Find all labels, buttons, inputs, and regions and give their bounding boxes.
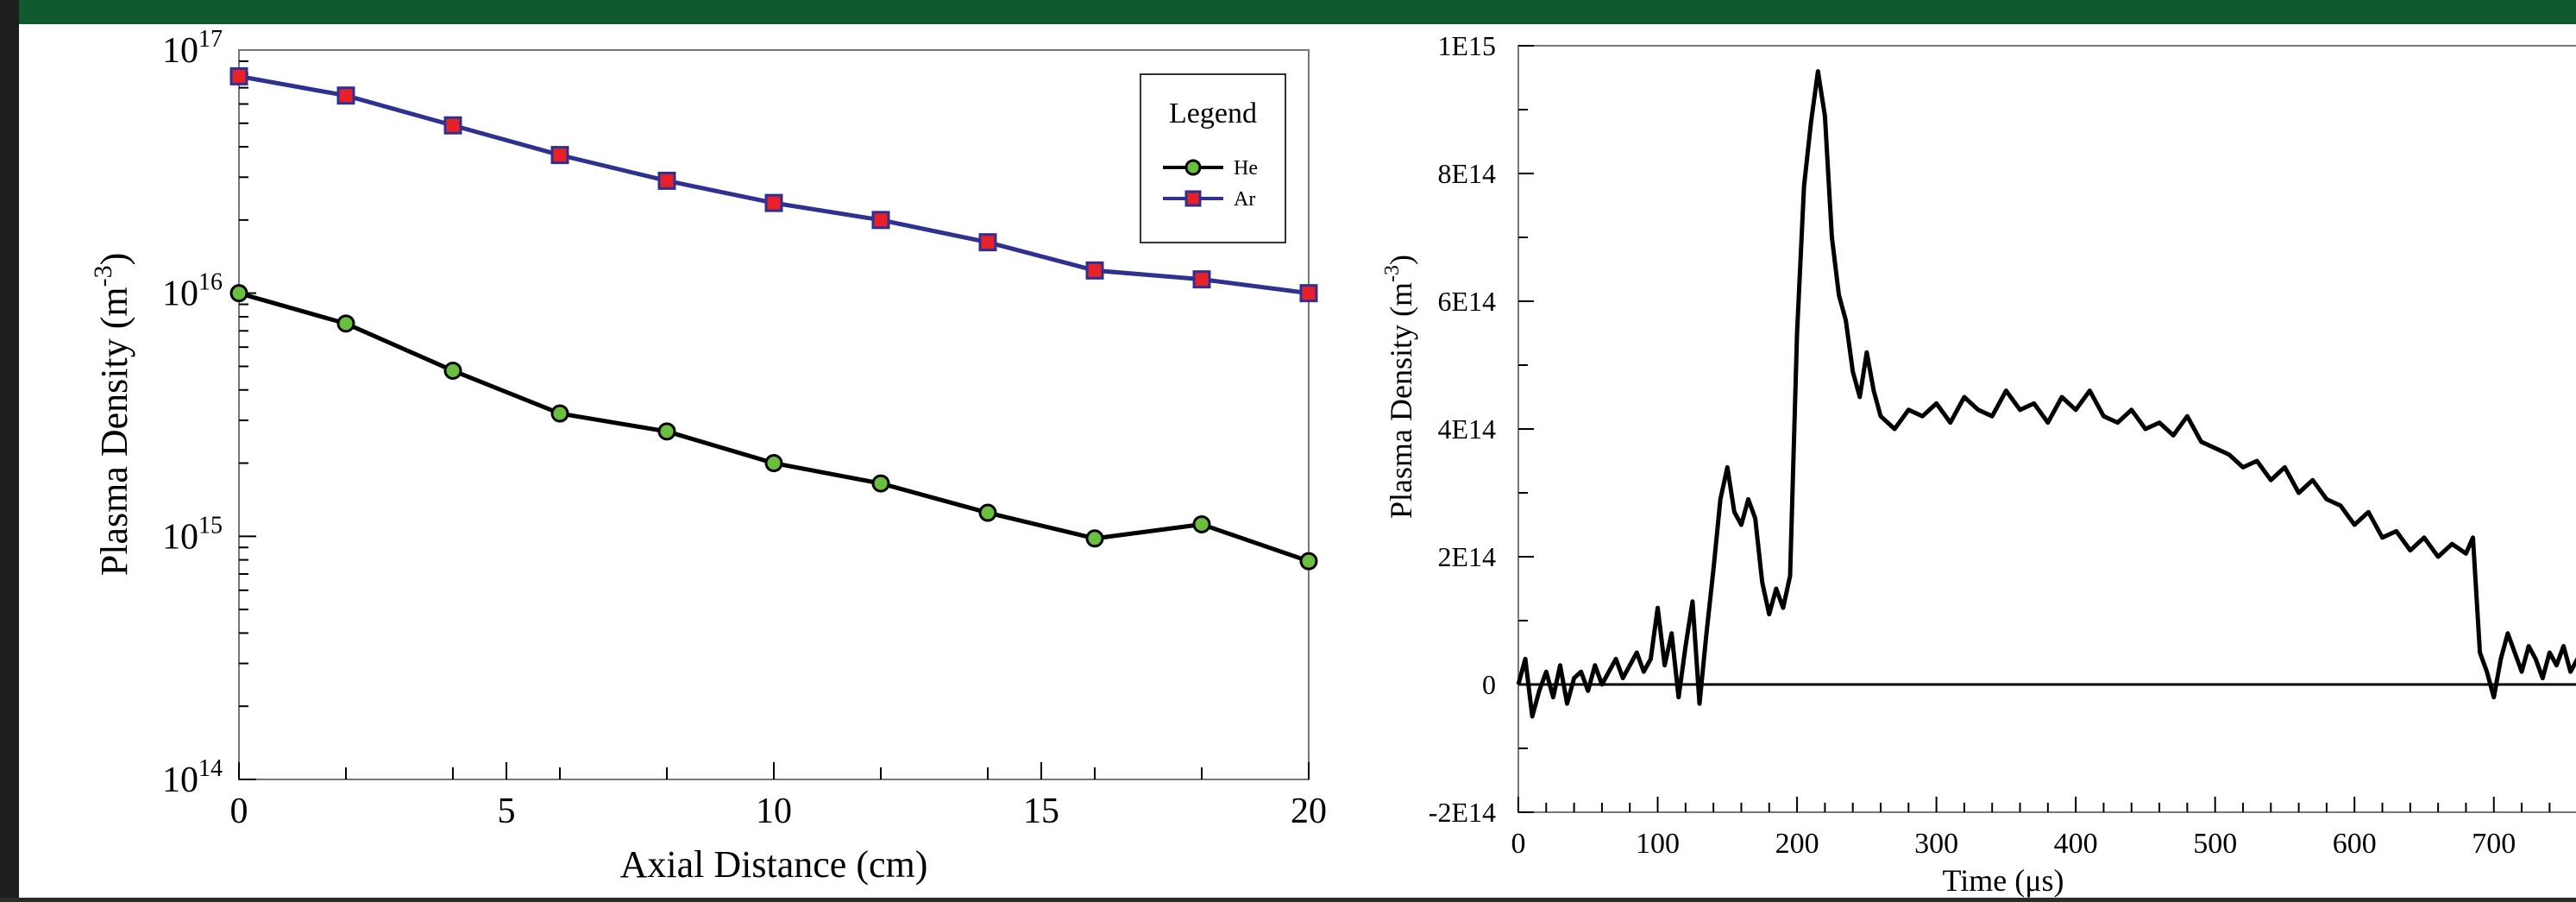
x-tick-label: 10 <box>756 792 792 831</box>
x-tick-label-right: 400 <box>2054 828 2098 860</box>
x-tick-label-right: 500 <box>2193 828 2237 860</box>
x-tick-label-right: 300 <box>1914 828 1958 860</box>
ar-data-point <box>871 211 890 230</box>
legend-he-label: He <box>1234 157 1258 180</box>
y-axis-title-right-close: ) <box>1384 255 1418 265</box>
y-tick-label-right: 2E14 <box>1437 541 1496 572</box>
y-tick-label: 1017 <box>162 26 223 71</box>
ar-data-point <box>336 86 355 105</box>
legend: Legend He Ar <box>1140 73 1286 243</box>
x-tick-label-right: 700 <box>2472 828 2516 860</box>
y-tick-label: 1014 <box>162 755 223 800</box>
x-tick-labels: 0 5 10 15 20 <box>230 792 1328 831</box>
x-tick-label-right: 200 <box>1775 828 1819 860</box>
y-axis-title-right-exp: -3 <box>1381 265 1404 282</box>
legend-title: Legend <box>1169 98 1257 129</box>
y-tick-label: 1015 <box>162 512 223 557</box>
x-tick-label: 0 <box>230 792 248 831</box>
x-tick-label-right: 600 <box>2333 828 2377 860</box>
y-tick-label-right: 8E14 <box>1437 158 1496 189</box>
he-data-point <box>550 404 569 423</box>
he-data-point <box>1299 552 1318 571</box>
ar-data-point <box>764 193 783 212</box>
y-tick-label-right: 0 <box>1482 669 1496 700</box>
y-tick-label-right: -2E14 <box>1429 797 1496 828</box>
ar-data-point <box>443 116 462 135</box>
y-tick-label: 1016 <box>162 269 223 314</box>
ar-data-point <box>1085 261 1104 280</box>
he-data-point <box>1192 514 1211 533</box>
time-density-chart: 0 100 200 300 400 500 600 700 -2E14 0 2E14 4E14 6E1… <box>1381 30 2576 898</box>
ar-data-point <box>978 233 997 252</box>
y-tick-label-right: 6E14 <box>1437 286 1496 317</box>
density-trace <box>1516 69 2576 719</box>
he-data-point <box>764 454 783 473</box>
y-axis-title-right-main: Plasma Density (m <box>1384 282 1418 519</box>
x-tick-label: 20 <box>1291 792 1327 831</box>
legend-he-marker <box>1184 159 1202 176</box>
x-tick-label-right: 0 <box>1511 828 1526 860</box>
he-data-point <box>978 503 997 522</box>
y-axis-title: Plasma Density (m-3) <box>89 253 135 577</box>
ar-data-point <box>657 171 676 190</box>
y-axis-title-close: ) <box>93 253 135 266</box>
y-tick-labels: 1014 1015 1016 1017 <box>162 26 223 800</box>
legend-box <box>1140 73 1286 243</box>
x-tick-labels-right: 0 100 200 300 400 500 600 700 <box>1511 828 2516 860</box>
x-axis-title: Axial Distance (cm) <box>620 843 928 886</box>
ar-data-point <box>229 66 248 85</box>
y-axis-title-right: Plasma Density (m-3) <box>1381 255 1418 519</box>
ar-data-point <box>1299 284 1318 303</box>
legend-ar-marker <box>1184 190 1202 207</box>
x-tick-label: 15 <box>1023 792 1059 831</box>
window-frame-strip <box>0 0 19 898</box>
ar-data-point <box>550 146 569 165</box>
x-axis-title-right: Time (μs) <box>1943 863 2064 898</box>
y-tick-labels-right: -2E14 0 2E14 4E14 6E14 8E14 1E15 <box>1429 30 1496 828</box>
slide-header-bar <box>19 0 2576 24</box>
x-tick-label: 5 <box>498 792 516 831</box>
y-tick-label-right: 1E15 <box>1437 30 1496 61</box>
y-axis-title-main: Plasma Density (m <box>93 287 135 576</box>
he-data-point <box>1085 529 1104 548</box>
y-tick-label-right: 4E14 <box>1437 413 1496 445</box>
ar-data-point <box>1192 270 1211 289</box>
he-data-point <box>657 422 676 441</box>
marker-group <box>229 66 1318 571</box>
legend-ar-label: Ar <box>1234 188 1255 211</box>
y-axis-title-exp: -3 <box>89 265 117 287</box>
he-data-point <box>336 314 355 333</box>
he-data-point <box>443 361 462 380</box>
he-data-point <box>229 284 248 303</box>
tick-marks-right <box>1517 45 2551 813</box>
x-tick-label-right: 100 <box>1636 828 1680 860</box>
slide-panel: 0 5 10 15 20 1014 1015 1016 1017 Axial Distance… <box>19 24 2576 898</box>
he-series-line <box>238 291 1310 564</box>
he-data-point <box>871 474 890 493</box>
tick-marks <box>238 60 1310 780</box>
